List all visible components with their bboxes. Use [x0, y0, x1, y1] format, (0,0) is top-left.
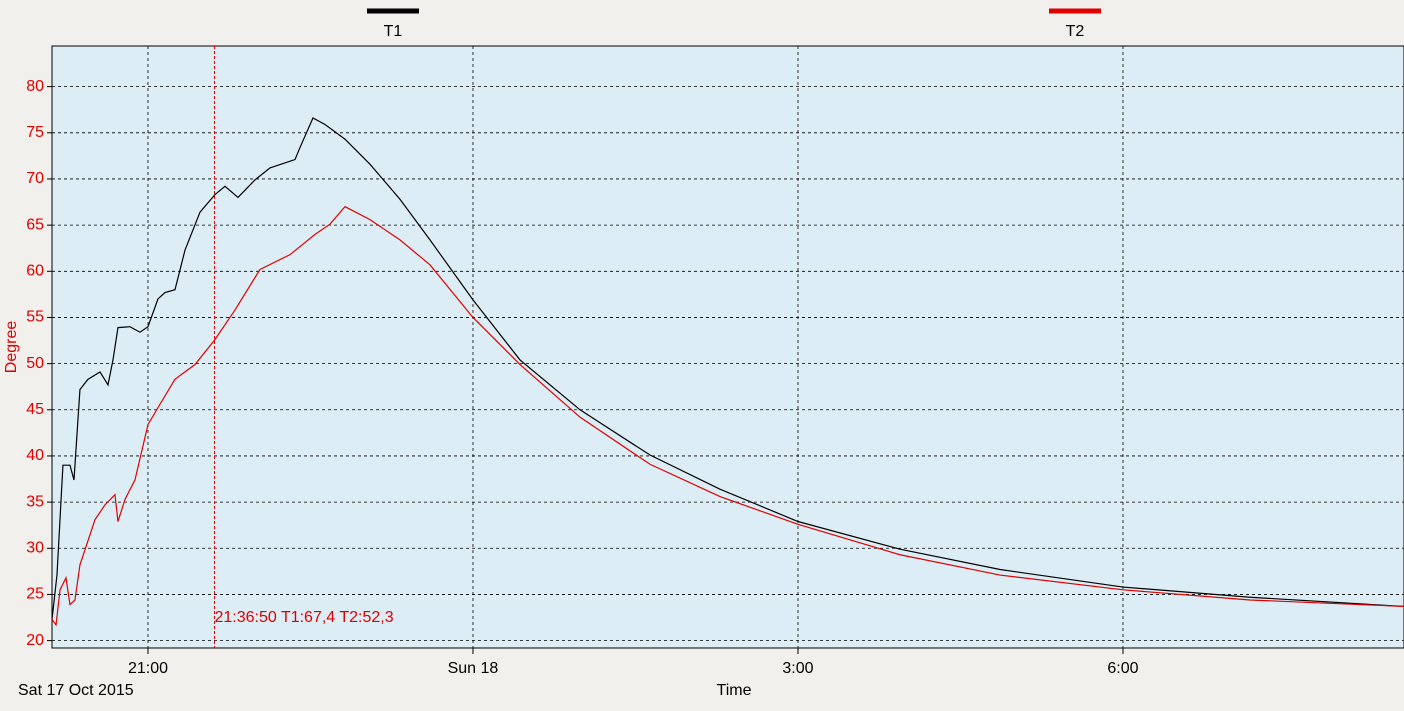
- y-tick-label: 55: [26, 309, 44, 326]
- y-tick-label: 20: [26, 632, 44, 649]
- y-tick-label: 45: [26, 401, 44, 418]
- date-label: Sat 17 Oct 2015: [18, 682, 134, 699]
- y-tick-label: 80: [26, 78, 44, 95]
- cursor-label: 21:36:50 T1:67,4 T2:52,3: [215, 609, 394, 626]
- x-tick-label: 21:00: [128, 660, 168, 677]
- y-tick-label: 70: [26, 170, 44, 187]
- y-tick-label: 75: [26, 124, 44, 141]
- y-tick-label: 40: [26, 447, 44, 464]
- x-tick-label: Sun 18: [448, 660, 499, 677]
- series-line: [52, 117, 1404, 620]
- y-tick-label: 25: [26, 586, 44, 603]
- y-tick-label: 35: [26, 493, 44, 510]
- y-tick-label: 30: [26, 540, 44, 557]
- plot-area: [51, 45, 1404, 649]
- series-line: [52, 205, 1404, 627]
- grid: [52, 46, 1404, 648]
- x-axis-label: Time: [717, 682, 752, 699]
- legend-label: T2: [1066, 23, 1085, 40]
- y-axis-label: Degree: [3, 321, 20, 374]
- x-tick-label: 6:00: [1107, 660, 1138, 677]
- x-tick-label: 3:00: [782, 660, 813, 677]
- legend-label: T1: [384, 23, 403, 40]
- y-tick-label: 65: [26, 216, 44, 233]
- y-tick-label: 60: [26, 263, 44, 280]
- y-tick-label: 50: [26, 355, 44, 372]
- plot-lines: [52, 117, 1404, 627]
